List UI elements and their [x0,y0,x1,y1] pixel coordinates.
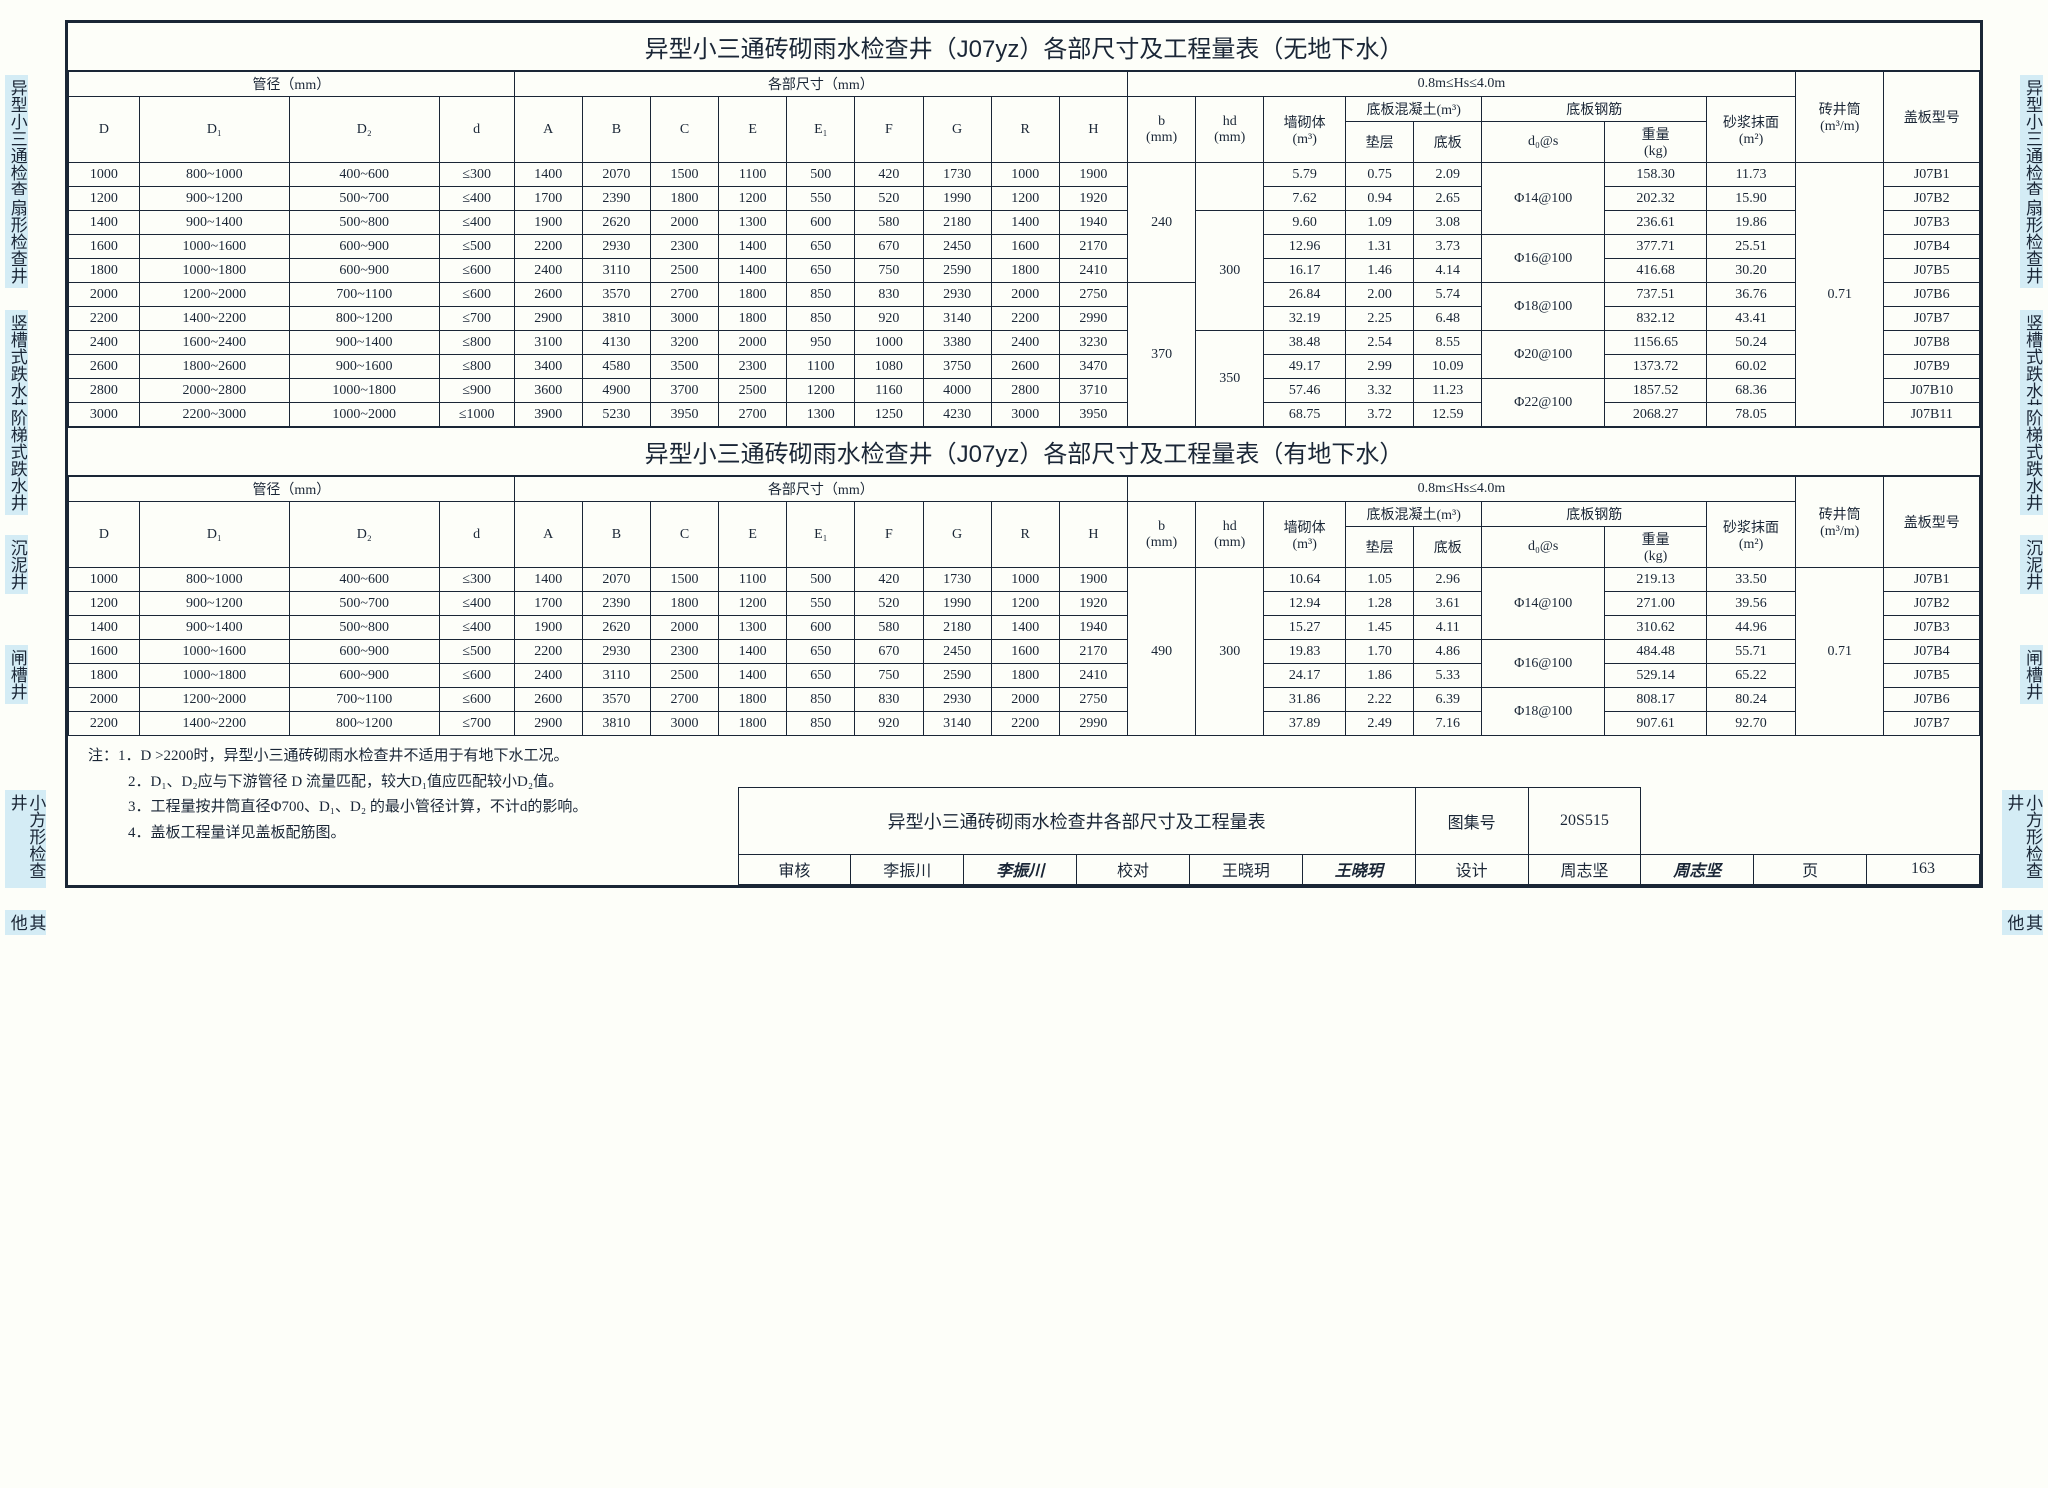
table-row: 1000800~1000400~600≤30014002070150011005… [69,163,1980,187]
hdr-pipe: 管径（mm） [69,72,515,97]
table-row: 16001000~1600600~900≤5002200293023001400… [69,235,1980,259]
table2: 管径（mm） 各部尺寸（mm） 0.8m≤Hs≤4.0m 砖井筒(m³/m) 盖… [68,476,1980,736]
table-row: 1200900~1200500~700≤40017002390180012005… [69,187,1980,211]
hdr-range: 0.8m≤Hs≤4.0m [1128,72,1796,97]
footer-area: 注：1．D >2200时，异型小三通砖砌雨水检查井不适用于有地下水工况。 2．D… [68,736,1980,885]
table-row: 30002200~30001000~2000≤10003900523039502… [69,403,1980,427]
side-tab: 小方形检查井 [5,790,46,888]
table-row: 28002000~28001000~1800≤90036004900370025… [69,379,1980,403]
hdr-shaft: 砖井筒(m³/m) [1795,72,1884,163]
page: 异型小三通检查井扇形检查井竖槽式跌水井阶梯式跌水井沉泥井闸槽井小方形检查井其他 … [10,20,2038,888]
side-tab: 其他 [5,910,46,935]
side-tab: 竖槽式跌水井 [2020,310,2043,420]
side-tab: 其他 [2002,910,2043,935]
side-tab: 闸槽井 [5,645,28,704]
footer-title: 异型小三通砖砌雨水检查井各部尺寸及工程量表 [738,787,1415,854]
table-row: 1400900~1400500~800≤40019002620200013006… [69,616,1980,640]
side-tab: 阶梯式跌水井 [5,405,28,515]
table-row: 20001200~2000700~1100≤600260035702700180… [69,688,1980,712]
table-row: 18001000~1800600~900≤6002400311025001400… [69,664,1980,688]
table-row: 1000800~1000400~600≤30014002070150011005… [69,568,1980,592]
side-tab: 扇形检查井 [5,195,28,288]
side-tab: 闸槽井 [2020,645,2043,704]
table-row: 1400900~1400500~800≤40019002620200013006… [69,211,1980,235]
hdr-cover: 盖板型号 [1884,72,1980,163]
table-row: 18001000~1800600~900≤6002400311025001400… [69,259,1980,283]
table-row: 22001400~2200800~1200≤700290038103000180… [69,712,1980,736]
table2-title: 异型小三通砖砌雨水检查井（J07yz）各部尺寸及工程量表（有地下水） [68,427,1980,476]
side-tab: 小方形检查井 [2002,790,2043,888]
notes: 注：1．D >2200时，异型小三通砖砌雨水检查井不适用于有地下水工况。 2．D… [88,744,718,846]
side-tab: 竖槽式跌水井 [5,310,28,420]
table-row: 16001000~1600600~900≤5002200293023001400… [69,640,1980,664]
table-row: 20001200~2000700~1100≤600260035702700180… [69,283,1980,307]
table-row: 1200900~1200500~700≤40017002390180012005… [69,592,1980,616]
side-tab: 阶梯式跌水井 [2020,405,2043,515]
table-row: 26001800~2600900~1600≤800340045803500230… [69,355,1980,379]
side-tab: 沉泥井 [5,535,28,594]
side-tab: 扇形检查井 [2020,195,2043,288]
hdr-dims: 各部尺寸（mm） [514,72,1127,97]
table1-title: 异型小三通砖砌雨水检查井（J07yz）各部尺寸及工程量表（无地下水） [68,23,1980,71]
table1: 管径（mm） 各部尺寸（mm） 0.8m≤Hs≤4.0m 砖井筒(m³/m) 盖… [68,71,1980,427]
table-row: 22001400~2200800~1200≤700290038103000180… [69,307,1980,331]
table-row: 24001600~2400900~1400≤800310041303200200… [69,331,1980,355]
side-tab: 沉泥井 [2020,535,2043,594]
main-frame: 异型小三通砖砌雨水检查井（J07yz）各部尺寸及工程量表（无地下水） 管径（mm… [65,20,1983,888]
